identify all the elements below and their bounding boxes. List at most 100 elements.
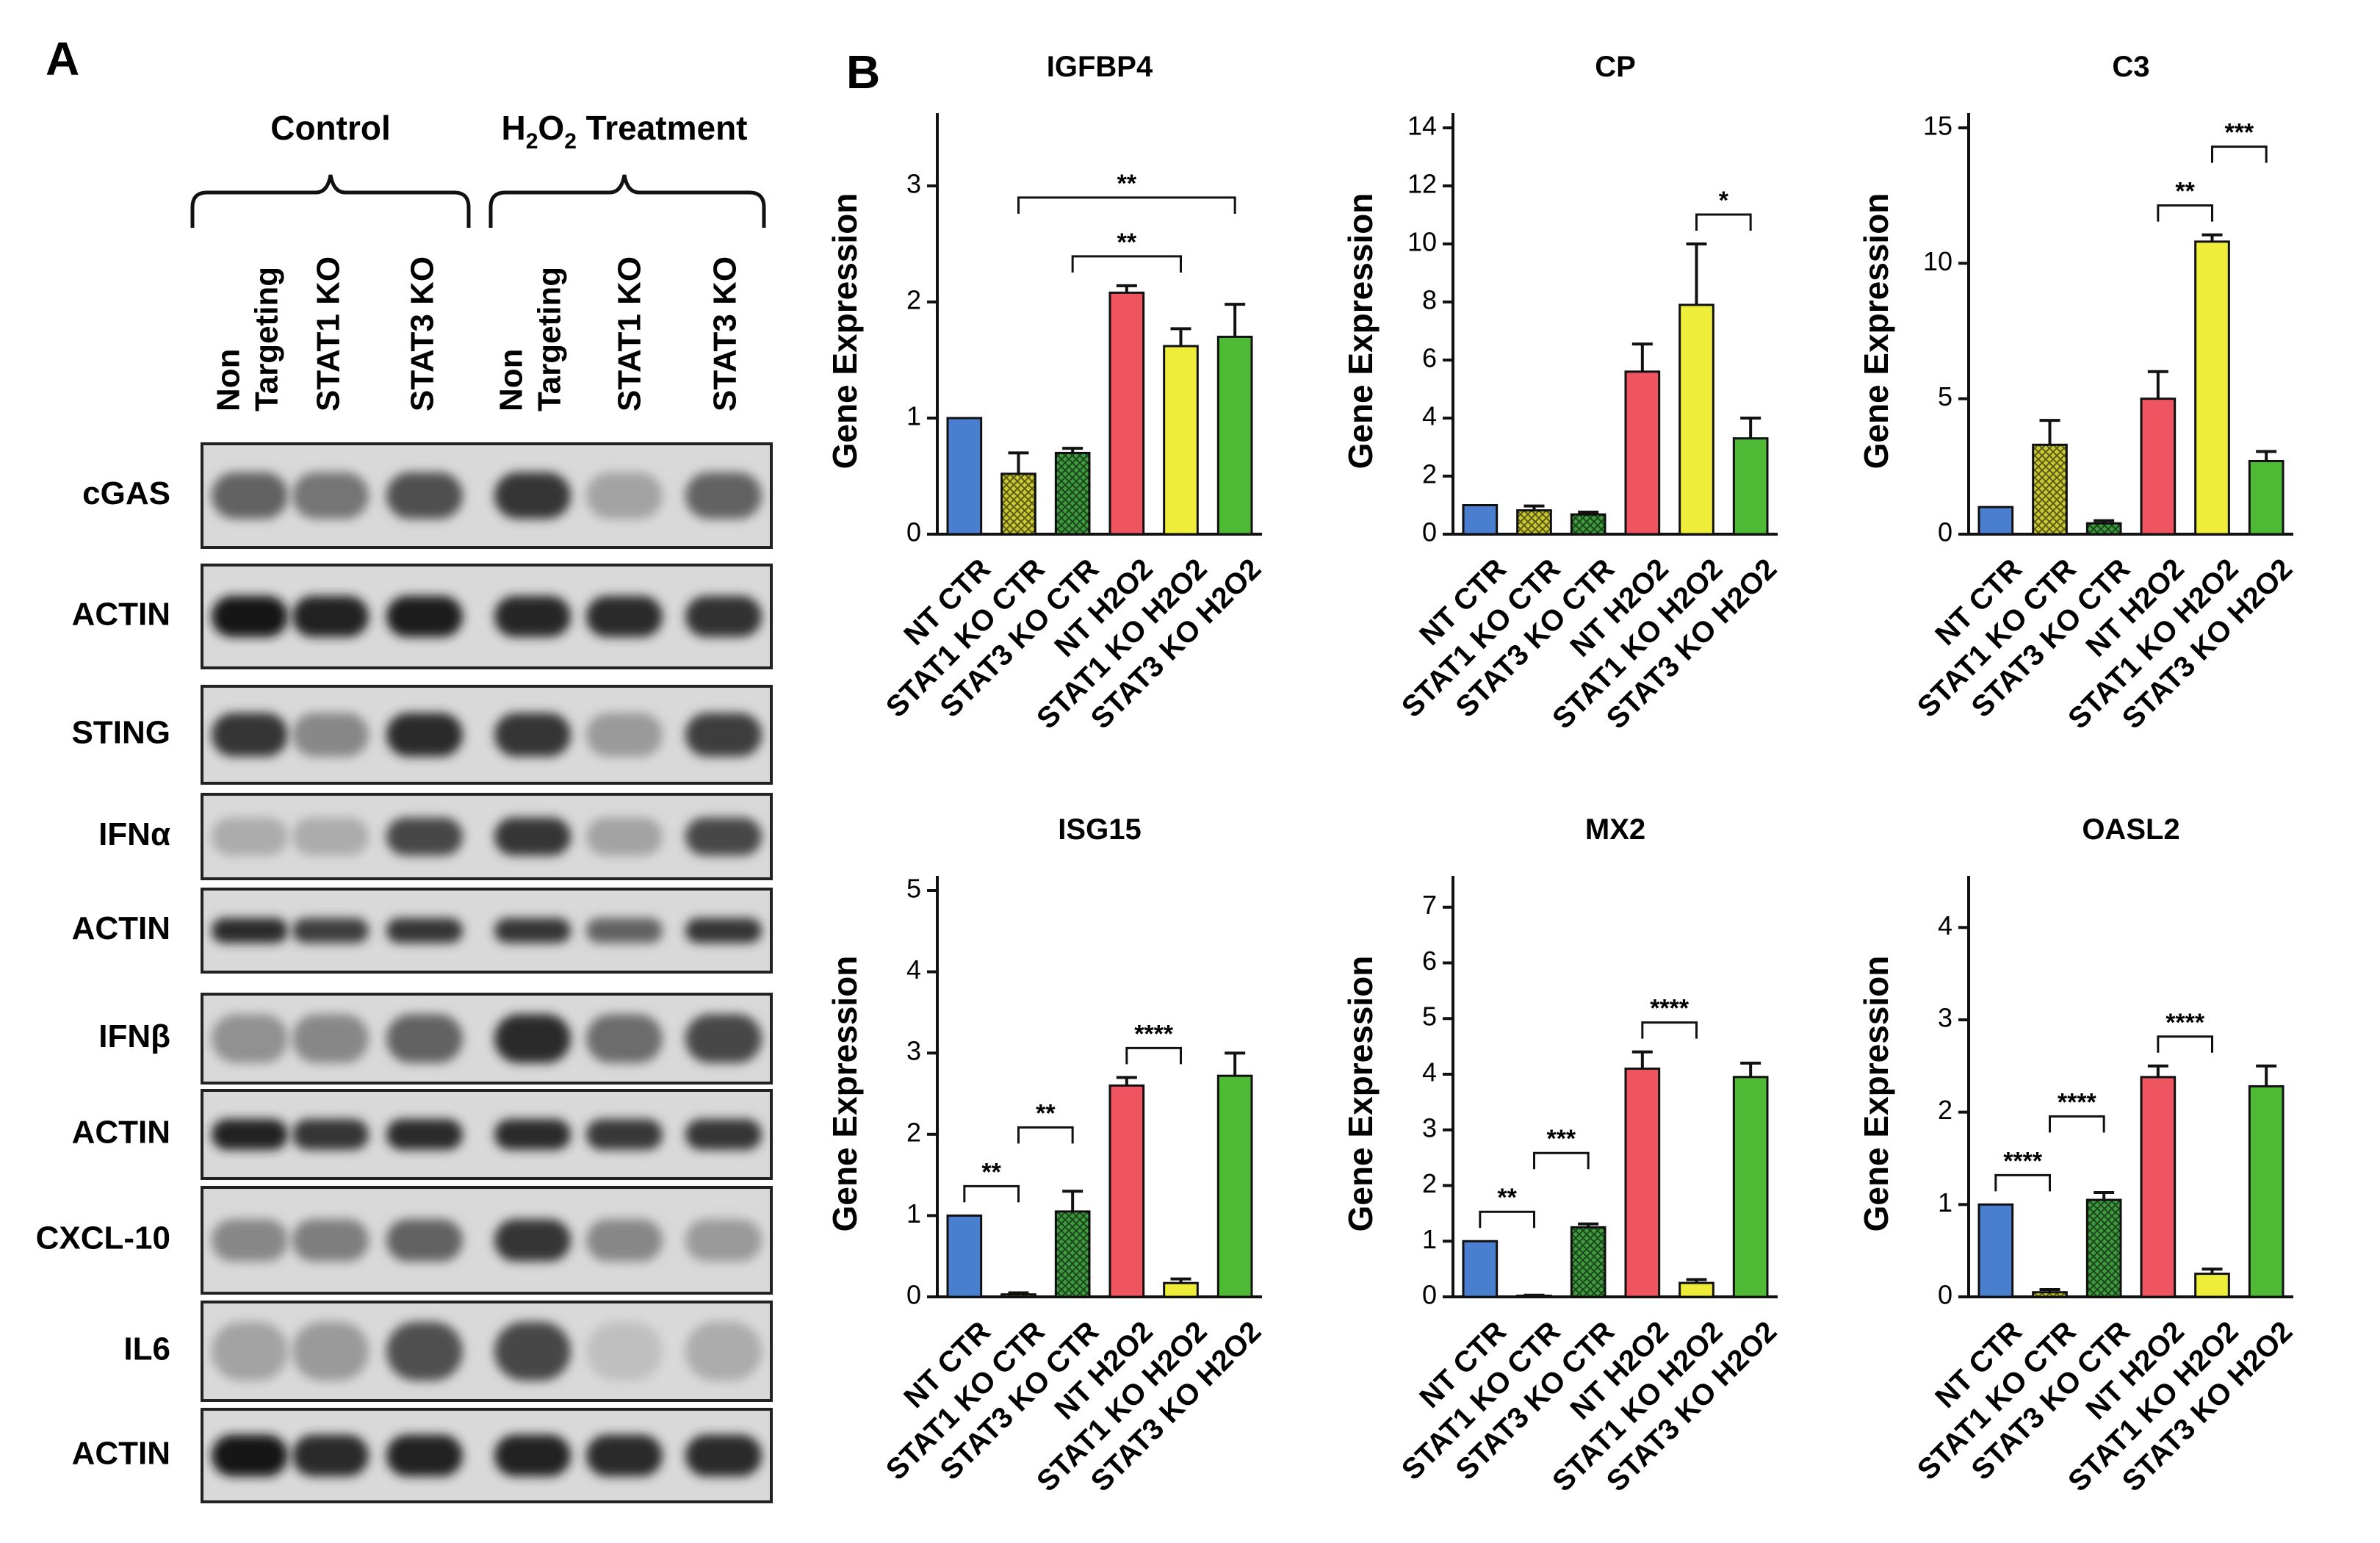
blot-row: cGAS [82,442,773,549]
y-axis-label: Gene Expression [826,956,864,1232]
lane-label: STAT3 KO [707,256,743,411]
y-tick-label: 3 [906,169,921,199]
blot-label: CXCL-10 [36,1220,170,1256]
blot-band [212,1434,288,1477]
y-tick-label: 7 [1422,890,1437,920]
blot-band [212,472,288,519]
y-axis-label: Gene Expression [1341,956,1380,1232]
y-axis-label: Gene Expression [826,193,864,470]
y-tick-label: 4 [1938,910,1952,940]
bar-hatch [1571,514,1606,534]
y-tick-label: 1 [906,1198,921,1229]
blot-row: IL6 [123,1301,773,1402]
bar [2194,1273,2230,1298]
bar [1678,303,1714,536]
blot-band [212,918,288,943]
bar-hatch [1001,473,1036,534]
significance-label: **** [2166,1009,2205,1037]
blot-band [292,1014,369,1063]
blot-band [685,1119,762,1150]
y-tick-label: 2 [906,285,921,315]
blot-band [494,713,571,757]
blot-band [685,713,762,757]
y-tick-label: 2 [1422,459,1437,489]
bar [946,1214,983,1298]
bar [2140,398,2177,536]
significance-label: ** [1117,229,1137,256]
significance-label: ** [2175,178,2195,206]
blot-band [586,1119,663,1150]
y-tick-label: 1 [1422,1224,1437,1254]
blot-band [685,596,762,637]
lane-label: Non Targeting [211,267,285,411]
y-tick-label: 0 [1422,1280,1437,1310]
y-tick-label: 12 [1407,169,1437,199]
chart-title: MX2 [1585,813,1645,846]
chart-title: ISG15 [1058,813,1141,846]
blot-band [494,1321,571,1381]
blot-band [386,1434,463,1477]
blot-band [386,713,463,757]
blot-label: ACTIN [72,910,170,946]
blot-band [292,1321,369,1381]
bar [1163,345,1199,536]
blot-row: ACTIN [72,1089,773,1180]
bar [1732,437,1769,536]
bar [1624,370,1661,536]
bar-hatch [1571,1227,1606,1297]
significance-label: **** [2058,1088,2097,1116]
bar-hatch [2087,1200,2121,1297]
significance-label: *** [2224,119,2254,147]
blot-band [494,1219,571,1262]
bar-hatch [2033,445,2067,534]
blot-band [685,1321,762,1381]
y-axis-label: Gene Expression [1341,193,1380,470]
y-tick-label: 4 [1422,401,1437,431]
y-tick-label: 2 [1938,1095,1952,1125]
blot-band [685,918,762,943]
bar-hatch [2033,1292,2067,1297]
bar [1977,506,2014,536]
y-tick-label: 3 [1422,1112,1437,1143]
y-tick-label: 0 [1422,517,1437,547]
lane-label-text: STAT3 KO [405,256,441,411]
blot-membrane [201,1301,773,1402]
blot-row: CXCL-10 [36,1186,773,1295]
bar [1108,1084,1145,1298]
bar [1462,1240,1499,1298]
lane-label: Non Targeting [494,267,568,411]
y-tick-label: 5 [1938,381,1952,411]
blot-band [586,596,663,637]
significance-label: * [1719,187,1729,215]
y-tick-label: 2 [1422,1168,1437,1198]
panel-b-letter: B [846,46,880,98]
y-tick-label: 10 [1923,246,1952,276]
y-tick-label: 2 [906,1117,921,1147]
chart-title: C3 [2112,51,2149,83]
blot-band [212,1014,288,1063]
bar-hatch [1056,453,1090,534]
y-axis-label: Gene Expression [1857,956,1895,1232]
blot-band [494,472,571,519]
blot-band [386,1219,463,1262]
lane-label-text: STAT1 KO [311,256,347,411]
blot-band [586,713,663,757]
group-brace-control [190,174,471,228]
bar-hatch [1056,1211,1090,1297]
lane-label: STAT3 KO [405,256,441,411]
blot-band [494,1119,571,1150]
lane-labels: Non Targeting STAT1 KO STAT3 KO Non Targeting… [211,256,743,411]
chart-title: CP [1595,51,1636,83]
bar [1216,335,1253,536]
blot-band [292,1119,369,1150]
significance-label: ** [981,1158,1001,1186]
blot-band [212,1119,288,1150]
y-tick-label: 8 [1422,285,1437,315]
blot-band [586,472,663,519]
blot-band [494,817,571,856]
group-label-h2o2-treatment: H2O2 Treatment [501,109,747,154]
bar [2194,240,2230,536]
